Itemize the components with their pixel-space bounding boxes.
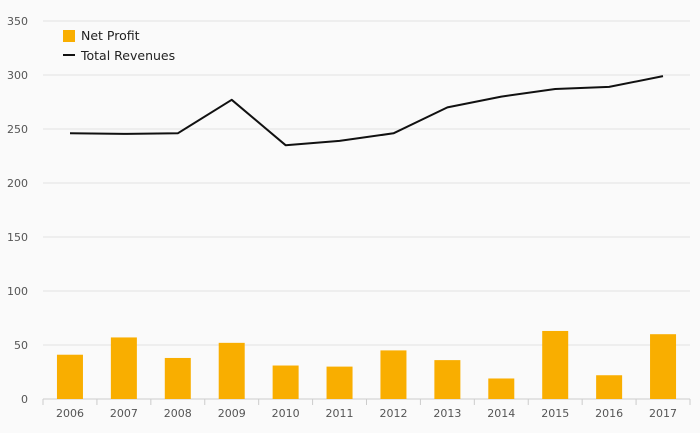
bar-net-profit-2011[interactable]: [326, 366, 353, 399]
legend-item-net-profit[interactable]: Net Profit: [63, 28, 140, 43]
legend-label-total-revenues: Total Revenues: [80, 48, 175, 63]
x-tick-label: 2016: [595, 407, 623, 420]
x-axis: 2006 2007 2008 2009 2010 2011 2012 2013 2014 2015…: [42, 398, 691, 420]
y-tick-label: 50: [14, 339, 28, 352]
legend: Net Profit Total Revenues: [63, 28, 175, 63]
legend-swatch-net-profit: [63, 30, 75, 42]
x-tick-label: 2009: [218, 407, 246, 420]
x-tick-label: 2011: [326, 407, 354, 420]
bar-net-profit-2016[interactable]: [596, 375, 623, 399]
total-revenues-line[interactable]: [69, 75, 664, 147]
bar-net-profit-2009[interactable]: [218, 342, 245, 399]
x-tick-label: 2006: [56, 407, 84, 420]
bar-net-profit-2012[interactable]: [380, 350, 407, 399]
bar-net-profit-2007[interactable]: [110, 337, 137, 399]
y-tick-label: 0: [21, 393, 28, 406]
y-tick-label: 150: [7, 231, 28, 244]
bar-net-profit-2008[interactable]: [164, 357, 191, 399]
x-tick-label: 2017: [649, 407, 677, 420]
x-tick-label: 2014: [487, 407, 515, 420]
legend-label-net-profit: Net Profit: [81, 28, 140, 43]
y-tick-label: 200: [7, 177, 28, 190]
bar-net-profit-2010[interactable]: [272, 365, 299, 399]
x-tick-label: 2012: [379, 407, 407, 420]
bar-net-profit-2014[interactable]: [488, 378, 515, 399]
x-tick-label: 2015: [541, 407, 569, 420]
grid-lines: [43, 20, 690, 346]
y-tick-label: 350: [7, 15, 28, 28]
net-profit-bars: [56, 330, 677, 399]
y-tick-label: 250: [7, 123, 28, 136]
x-tick-label: 2010: [272, 407, 300, 420]
bar-net-profit-2015[interactable]: [542, 330, 569, 399]
y-axis: 0 50 100 150 200 250 300 350: [7, 15, 28, 406]
x-tick-label: 2007: [110, 407, 138, 420]
bar-net-profit-2006[interactable]: [56, 354, 83, 399]
x-tick-label: 2008: [164, 407, 192, 420]
x-tick-label: 2013: [433, 407, 461, 420]
y-tick-label: 100: [7, 285, 28, 298]
bar-net-profit-2017[interactable]: [650, 334, 677, 399]
legend-item-total-revenues[interactable]: Total Revenues: [63, 48, 175, 63]
bar-net-profit-2013[interactable]: [434, 360, 461, 399]
y-tick-label: 300: [7, 69, 28, 82]
total-revenues-line-group: [69, 75, 664, 147]
